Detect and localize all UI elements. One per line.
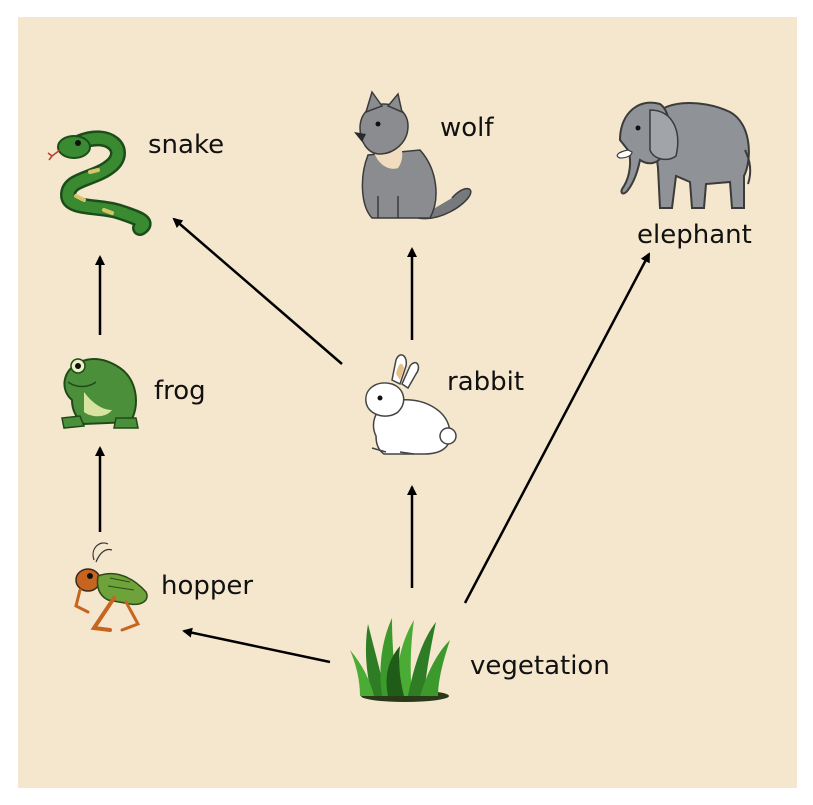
arrow-vegetation-to-hopper: [182, 627, 331, 664]
snake-icon: [47, 130, 152, 236]
arrows-layer: [95, 217, 651, 664]
frog-label: frog: [154, 376, 206, 406]
rabbit-label: rabbit: [447, 367, 525, 397]
grasshopper-icon: [74, 542, 148, 632]
arrow-rabbit-to-snake: [172, 217, 343, 365]
wolf-label: wolf: [440, 113, 494, 143]
snake-label: snake: [148, 130, 225, 160]
frog-icon: [61, 358, 139, 429]
wolf-icon: [354, 90, 472, 220]
grass-icon: [350, 618, 450, 702]
arrow-vegetation-to-elephant: [463, 252, 651, 604]
hopper-label: hopper: [161, 571, 254, 601]
rabbit-icon: [365, 354, 457, 455]
vegetation-label: vegetation: [470, 651, 610, 681]
elephant-icon: [616, 101, 752, 209]
elephant-label: elephant: [637, 220, 752, 250]
